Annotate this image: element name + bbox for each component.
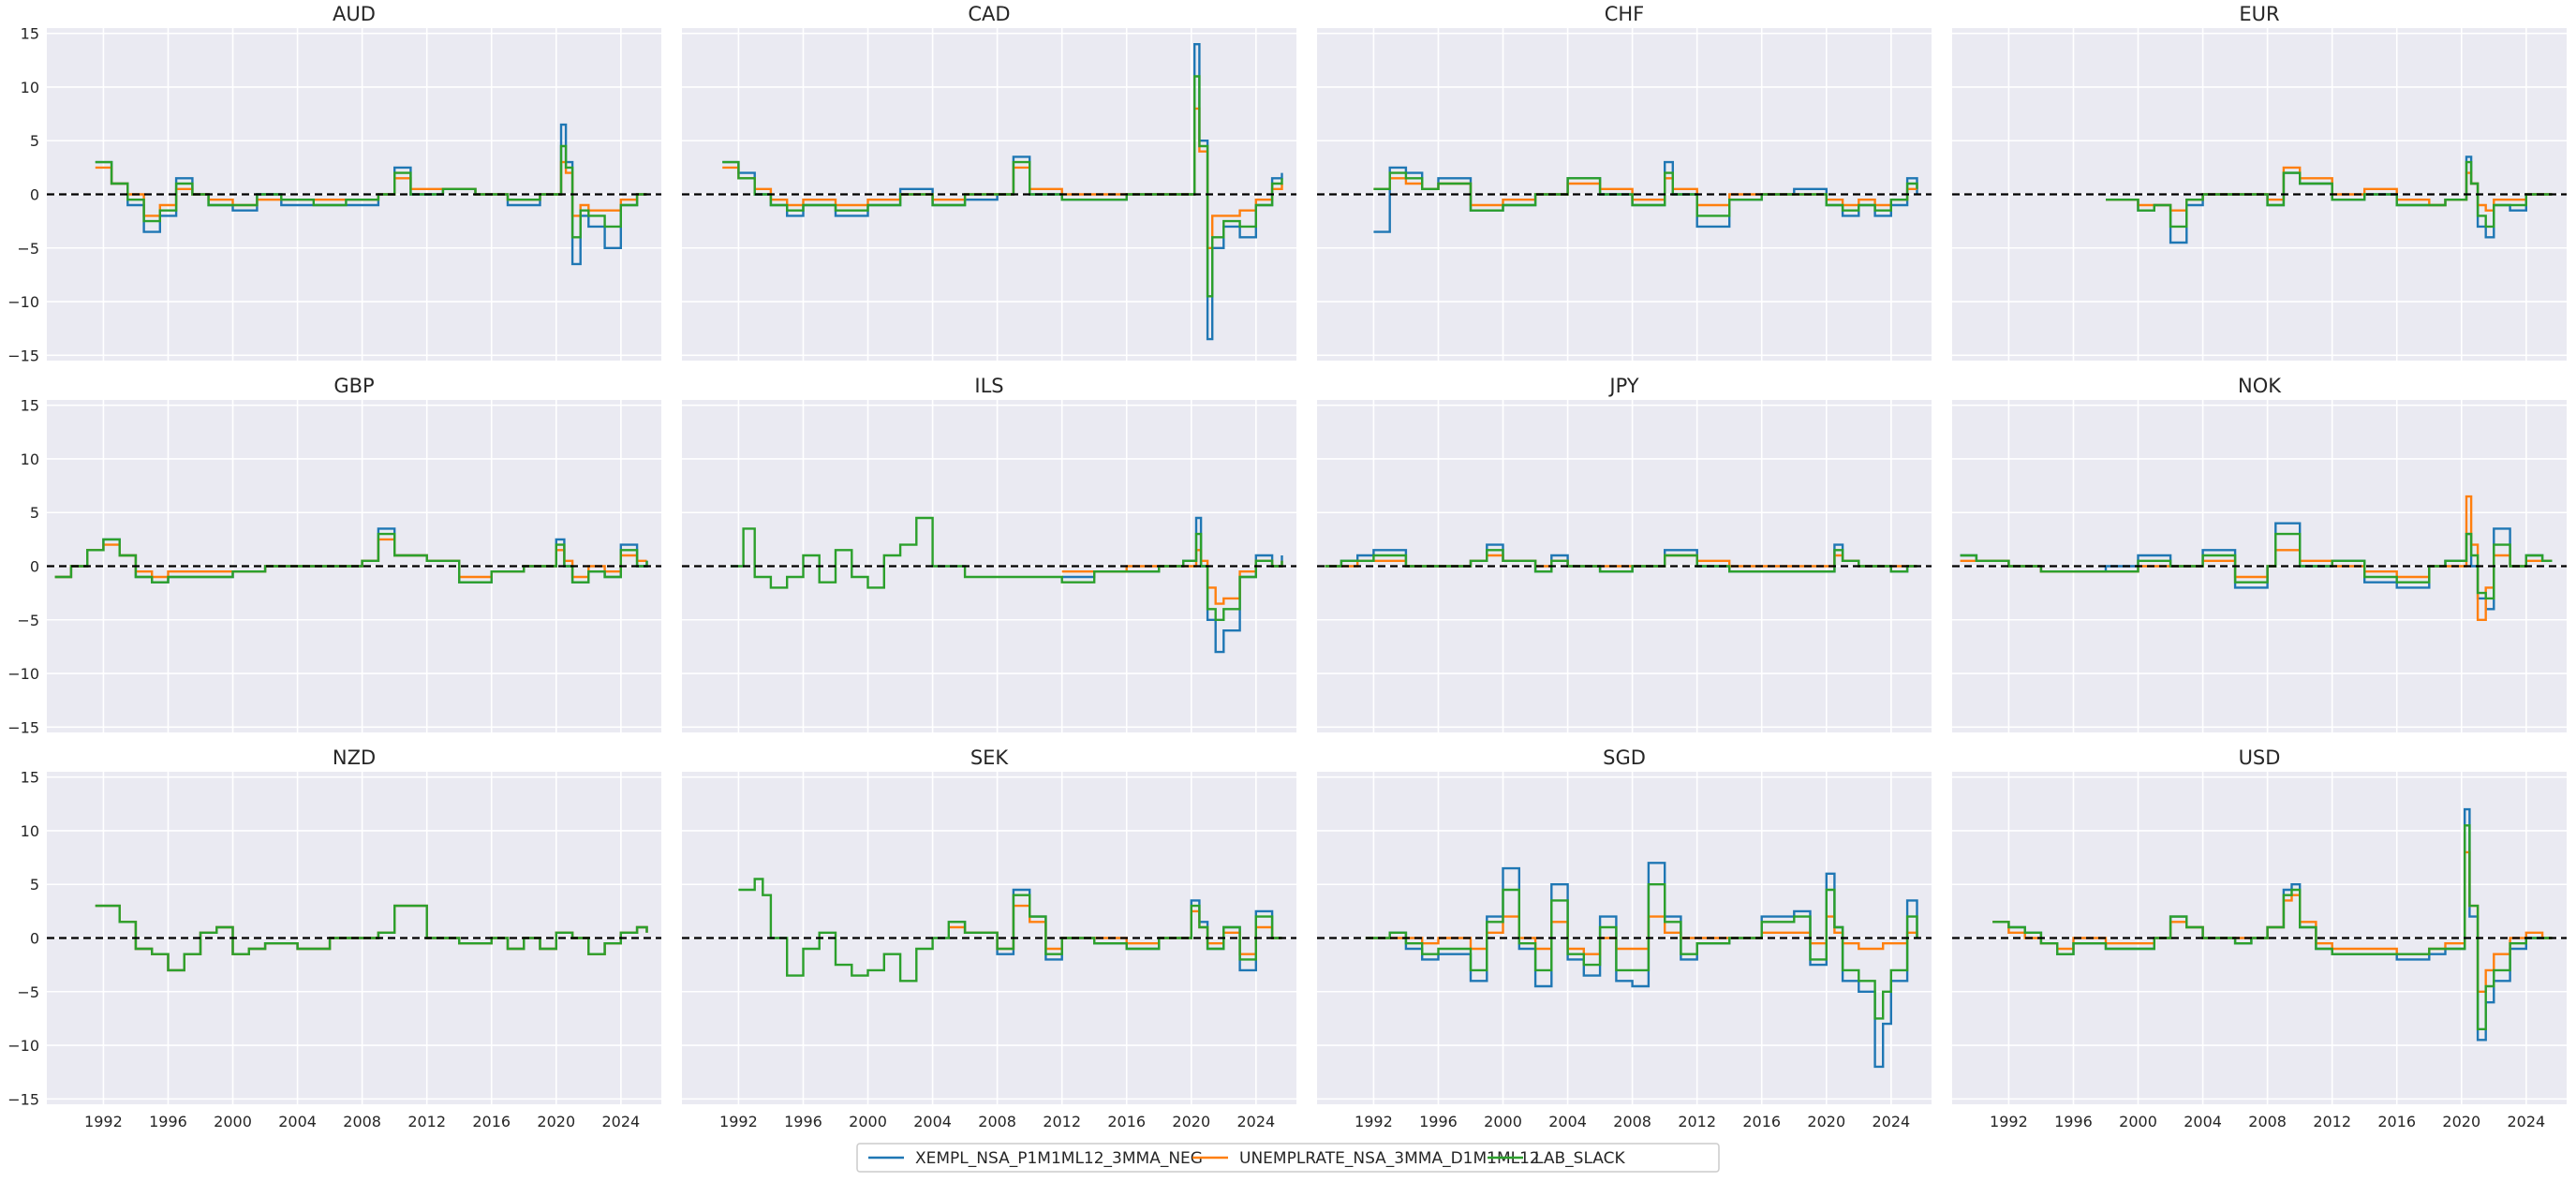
y-tick-label: −15: [7, 347, 39, 364]
series-line-lab-slack: [54, 532, 648, 584]
panel-usd: USD 1992 1996 2000 2004 2008 2012 2016 2020 2024: [1952, 746, 2567, 1130]
legend-label-unemplrate-nsa-3mma-d1m1ml12: UNEMPLRATE_NSA_3MMA_D1M1ML12: [1239, 1149, 1540, 1168]
y-tick-label: −10: [7, 293, 39, 311]
x-tick-label: 1996: [2054, 1113, 2093, 1130]
panel-sek: SEK 1992 1996 2000 2004 2008 2012 2016 2020 2024: [682, 746, 1296, 1130]
x-tick-label: 2024: [601, 1113, 640, 1130]
legend-box: [856, 1143, 1720, 1173]
panel-title: AUD: [333, 3, 376, 25]
panel-chf: CHF: [1317, 3, 1932, 361]
x-tick-label: 2000: [214, 1113, 252, 1130]
panel-ils: ILS: [682, 375, 1296, 732]
series-line-lab-slack: [1373, 171, 1918, 217]
x-tick-label: 2004: [278, 1113, 317, 1130]
x-tick-label: 2016: [2377, 1113, 2416, 1130]
y-tick-label: 15: [21, 769, 39, 787]
panel-title: CHF: [1605, 3, 1645, 25]
y-tick-label: 5: [30, 504, 39, 522]
series-line-lab-slack: [738, 878, 1282, 983]
x-tick-label: 2004: [1548, 1113, 1587, 1130]
x-tick-label: 2008: [978, 1113, 1016, 1130]
series-line-lab-slack: [1992, 824, 2553, 1030]
x-tick-label: 2024: [2507, 1113, 2545, 1130]
series-line-xempl-nsa-p1m1ml12-3mma-neg: [1365, 862, 1918, 1069]
y-tick-label: 10: [21, 822, 39, 840]
x-tick-label: 2000: [1484, 1113, 1522, 1130]
y-tick-label: 15: [21, 25, 39, 43]
x-tick-label: 2012: [2313, 1113, 2351, 1130]
legend-label-xempl-nsa-p1m1ml12-3mma-neg: XEMPL_NSA_P1M1ML12_3MMA_NEG: [915, 1149, 1203, 1168]
panel-aud: AUD 15 10 5 0 −5 −10 −15: [7, 3, 661, 364]
x-tick-label: 2008: [1613, 1113, 1651, 1130]
x-tick-label: 2020: [1807, 1113, 1845, 1130]
x-tick-label: 2020: [1172, 1113, 1210, 1130]
panel-title: JPY: [1607, 375, 1638, 397]
x-tick-label: 1996: [149, 1113, 187, 1130]
panel-title: ILS: [974, 375, 1003, 397]
panel-nok: NOK: [1952, 375, 2567, 732]
panel-nzd: NZD 15 10 5 0 −5 −10 −15 1992 1996 2000 2004 2008 201…: [7, 746, 661, 1130]
series-line-lab-slack: [1365, 883, 1918, 1020]
series-line-lab-slack: [1960, 532, 2553, 600]
y-tick-label: 0: [30, 558, 39, 576]
series-line-xempl-nsa-p1m1ml12-3mma-neg: [95, 123, 647, 266]
panel-jpy: JPY: [1317, 375, 1932, 732]
x-tick-label: 2012: [1678, 1113, 1716, 1130]
panel-sgd: SGD 1992 1996 2000 2004 2008 2012 2016 2020 2024: [1317, 746, 1932, 1130]
panel-title: USD: [2239, 746, 2281, 769]
panel-cad: CAD: [682, 3, 1296, 361]
y-tick-label: 10: [21, 451, 39, 468]
x-tick-label: 2008: [2248, 1113, 2287, 1130]
y-tick-label: 0: [30, 186, 39, 204]
y-tick-label: −5: [17, 612, 39, 629]
panel-title: NOK: [2238, 375, 2282, 397]
x-tick-label: 1992: [719, 1113, 758, 1130]
y-tick-label: 0: [30, 930, 39, 948]
panel-eur: EUR: [1952, 3, 2567, 361]
y-tick-label: 10: [21, 79, 39, 96]
x-tick-label: 2012: [407, 1113, 446, 1130]
panel-gbp: GBP 15 10 5 0 −5 −10 −15: [7, 375, 661, 736]
y-tick-label: 15: [21, 397, 39, 415]
y-tick-label: −15: [7, 1090, 39, 1108]
x-tick-label: 1996: [784, 1113, 822, 1130]
y-tick-label: −5: [17, 983, 39, 1001]
x-tick-label: 2000: [849, 1113, 887, 1130]
x-tick-label: 2004: [2184, 1113, 2222, 1130]
x-tick-label: 2008: [343, 1113, 381, 1130]
panel-title: CAD: [968, 3, 1010, 25]
y-tick-label: 5: [30, 132, 39, 150]
legend: XEMPL_NSA_P1M1ML12_3MMA_NEG UNEMPLRATE_NS…: [856, 1143, 1720, 1173]
panel-title: SGD: [1603, 746, 1646, 769]
x-tick-label: 2000: [2119, 1113, 2157, 1130]
x-tick-label: 2024: [1872, 1113, 1910, 1130]
x-tick-label: 1992: [1990, 1113, 2028, 1130]
series-line-lab-slack: [95, 144, 647, 239]
panel-title: SEK: [970, 746, 1010, 769]
series-line-lab-slack: [730, 516, 1283, 621]
y-tick-label: −10: [7, 1037, 39, 1055]
x-tick-label: 1992: [84, 1113, 123, 1130]
x-tick-label: 2012: [1043, 1113, 1081, 1130]
y-tick-label: −15: [7, 718, 39, 736]
x-tick-label: 2016: [472, 1113, 511, 1130]
x-tick-label: 2024: [1236, 1113, 1275, 1130]
y-tick-label: −10: [7, 665, 39, 683]
x-tick-label: 2020: [2442, 1113, 2480, 1130]
y-tick-label: 5: [30, 876, 39, 894]
x-tick-label: 2016: [1107, 1113, 1146, 1130]
legend-label-lab-slack: LAB_SLACK: [1534, 1149, 1626, 1168]
x-tick-label: 2016: [1742, 1113, 1781, 1130]
x-tick-label: 2020: [537, 1113, 575, 1130]
panel-title: EUR: [2239, 3, 2279, 25]
x-tick-label: 1996: [1419, 1113, 1458, 1130]
x-tick-label: 1992: [1355, 1113, 1393, 1130]
x-tick-label: 2004: [913, 1113, 952, 1130]
y-tick-label: −5: [17, 240, 39, 258]
panel-title: GBP: [333, 375, 374, 397]
series-line-lab-slack: [2106, 160, 2553, 229]
panel-title: NZD: [333, 746, 376, 769]
